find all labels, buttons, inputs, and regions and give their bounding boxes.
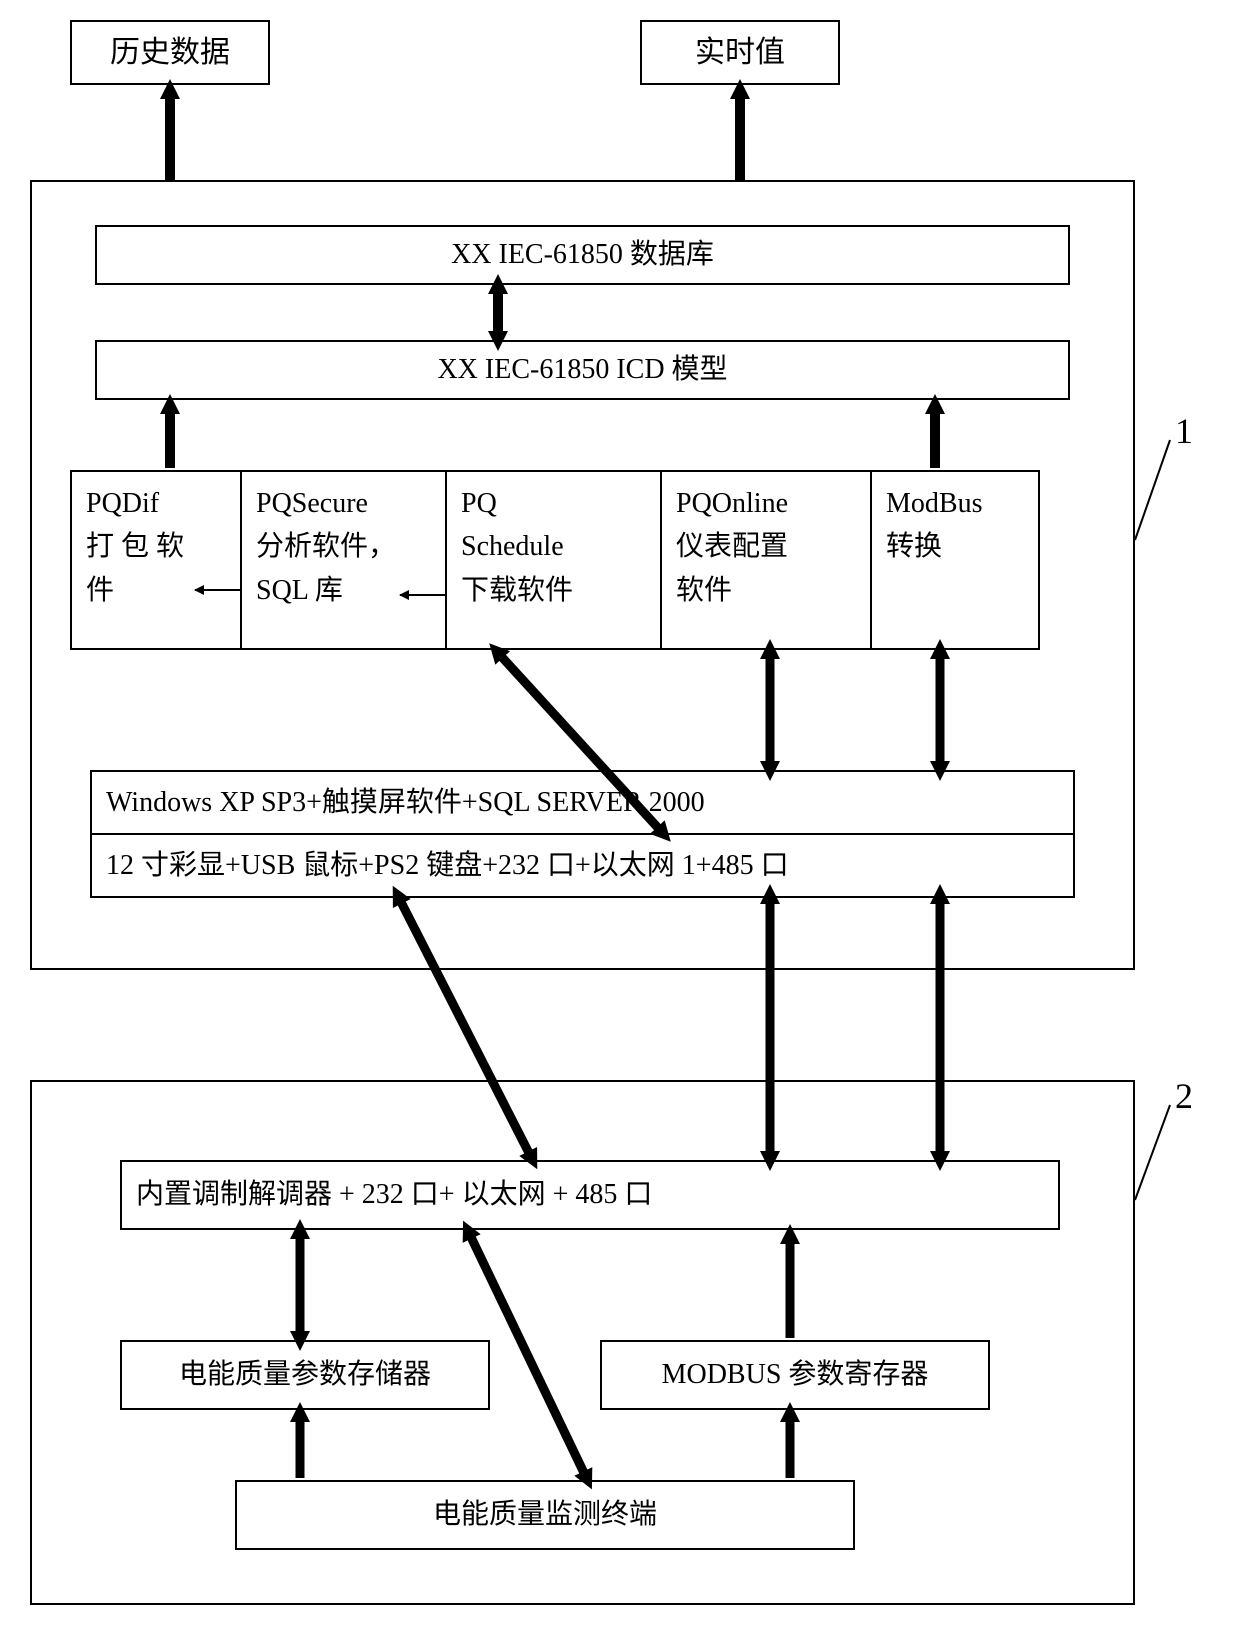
modules-row: PQDif 打 包 软 件 PQSecure 分析软件， SQL 库 PQ Sc… (70, 470, 1040, 650)
terminal-box: 电能质量监测终端 (235, 1480, 855, 1550)
os-label: Windows XP SP3+触摸屏软件+SQL SERVER 2000 (106, 782, 705, 824)
output-history-label: 历史数据 (110, 30, 230, 75)
db-label: XX IEC-61850 数据库 (451, 234, 714, 276)
icd-label: XX IEC-61850 ICD 模型 (437, 349, 727, 391)
module-pqschedule: PQ Schedule 下载软件 (445, 470, 660, 650)
db-box: XX IEC-61850 数据库 (95, 225, 1070, 285)
module-pqdif: PQDif 打 包 软 件 (70, 470, 240, 650)
register-box: MODBUS 参数寄存器 (600, 1340, 990, 1410)
comm-label: 内置调制解调器 + 232 口+ 以太网 + 485 口 (136, 1174, 652, 1216)
hw-label: 12 寸彩显+USB 鼠标+PS2 键盘+232 口+以太网 1+485 口 (106, 845, 789, 887)
hw-box: 12 寸彩显+USB 鼠标+PS2 键盘+232 口+以太网 1+485 口 (90, 833, 1075, 898)
container-2-label: 2 (1175, 1075, 1193, 1117)
storage-label: 电能质量参数存储器 (179, 1354, 431, 1396)
comm-box: 内置调制解调器 + 232 口+ 以太网 + 485 口 (120, 1160, 1060, 1230)
register-label: MODBUS 参数寄存器 (662, 1354, 929, 1396)
container-1-label: 1 (1175, 410, 1193, 452)
icd-box: XX IEC-61850 ICD 模型 (95, 340, 1070, 400)
output-realtime-label: 实时值 (695, 30, 785, 75)
module-pqonline: PQOnline 仪表配置 软件 (660, 470, 870, 650)
output-history-box: 历史数据 (70, 20, 270, 85)
os-box: Windows XP SP3+触摸屏软件+SQL SERVER 2000 (90, 770, 1075, 835)
module-modbus: ModBus 转换 (870, 470, 1040, 650)
storage-box: 电能质量参数存储器 (120, 1340, 490, 1410)
terminal-label: 电能质量监测终端 (433, 1494, 657, 1536)
output-realtime-box: 实时值 (640, 20, 840, 85)
module-pqsecure: PQSecure 分析软件， SQL 库 (240, 470, 445, 650)
